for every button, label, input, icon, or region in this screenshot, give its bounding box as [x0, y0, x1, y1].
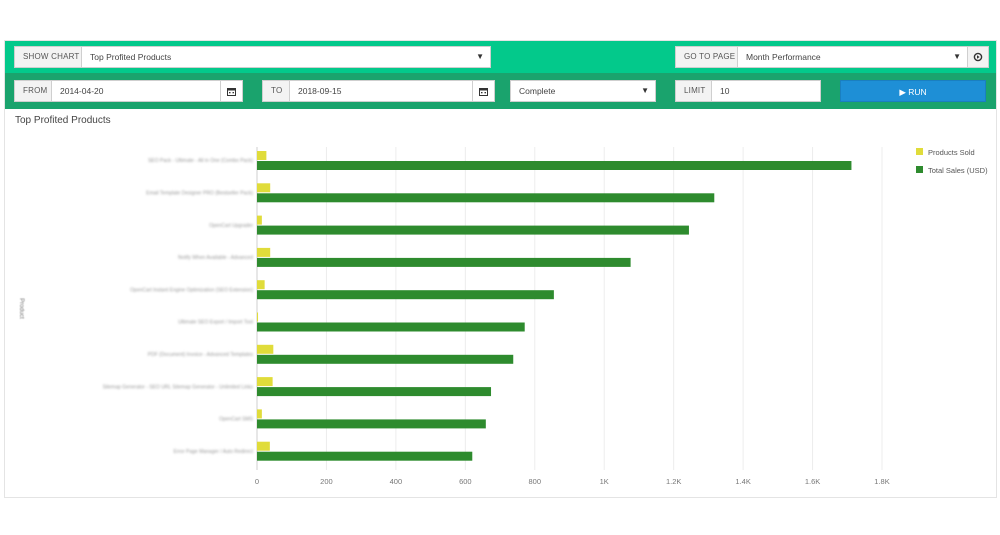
x-tick-label: 800	[529, 477, 542, 486]
category-label: PDF (Document) Invoice - Advanced Templa…	[148, 352, 254, 358]
category-label: OpenCart SMS	[219, 417, 254, 423]
bar-products-sold	[257, 215, 262, 225]
bar-products-sold	[257, 312, 259, 322]
category-label: Ultimate SEO Export / Import Tool	[178, 320, 253, 326]
chart-title: Top Profited Products	[15, 115, 111, 126]
legend-label: Total Sales (USD)	[928, 166, 988, 175]
chart-select-value: Top Profited Products	[90, 52, 172, 62]
status-select[interactable]: Complete ▼	[510, 80, 656, 102]
x-tick-label: 1K	[600, 477, 609, 486]
category-label: Notify When Available - Advanced	[178, 255, 253, 261]
bar-total-sales	[257, 225, 689, 235]
chart-select[interactable]: Top Profited Products ▼	[81, 46, 491, 68]
bar-products-sold	[257, 247, 271, 257]
run-button[interactable]: ▶ RUN	[840, 80, 986, 102]
bar-total-sales	[257, 193, 715, 203]
bar-products-sold	[257, 344, 274, 354]
bar-products-sold	[257, 377, 273, 387]
bar-total-sales	[257, 354, 514, 364]
category-label: OpenCart Instant Engine Optimization (SE…	[130, 287, 253, 293]
bar-total-sales	[257, 290, 554, 300]
category-label: Email Template Designer PRO (Bestseller …	[146, 190, 253, 196]
header-top-bar: SHOW CHART Top Profited Products ▼ GO TO…	[5, 41, 996, 73]
page-select[interactable]: Month Performance ▼	[737, 46, 968, 68]
bar-total-sales	[257, 161, 852, 170]
from-date-input[interactable]: 2014-04-20	[51, 80, 243, 102]
to-date-input[interactable]: 2018-09-15	[289, 80, 495, 102]
x-tick-label: 200	[320, 477, 333, 486]
bar-products-sold	[257, 409, 262, 419]
page-select-value: Month Performance	[746, 52, 821, 62]
x-tick-label: 600	[459, 477, 472, 486]
chevron-down-icon: ▼	[953, 52, 961, 61]
y-axis-title: Product	[18, 298, 24, 319]
category-label: OpenCart Upgrader	[209, 223, 253, 229]
report-panel: SHOW CHART Top Profited Products ▼ GO TO…	[4, 40, 997, 498]
x-tick-label: 1.2K	[666, 477, 681, 486]
bar-total-sales	[257, 387, 492, 397]
bar-total-sales	[257, 257, 631, 267]
x-tick-label: 1.8K	[874, 477, 889, 486]
arrow-circle-icon	[973, 52, 983, 62]
bar-products-sold	[257, 151, 267, 160]
header-filter-bar: FROM 2014-04-20 TO 2018-09-15 Complete ▼…	[5, 73, 996, 109]
legend-label: Products Sold	[928, 148, 975, 157]
x-tick-label: 0	[255, 477, 259, 486]
bar-total-sales	[257, 451, 473, 461]
status-select-value: Complete	[519, 86, 556, 96]
bar-total-sales	[257, 322, 525, 332]
x-tick-label: 400	[390, 477, 403, 486]
category-label: Sitemap Generator - SEO URL Sitemap Gene…	[103, 384, 254, 390]
to-date-value: 2018-09-15	[298, 86, 342, 96]
bar-products-sold	[257, 183, 271, 193]
calendar-icon[interactable]	[220, 81, 242, 101]
category-label: Error Page Manager / Auto Redirect	[174, 449, 254, 455]
bar-products-sold	[257, 280, 265, 290]
calendar-icon[interactable]	[472, 81, 494, 101]
from-date-value: 2014-04-20	[60, 86, 104, 96]
x-tick-label: 1.6K	[805, 477, 820, 486]
x-tick-label: 1.4K	[735, 477, 750, 486]
bar-total-sales	[257, 419, 486, 429]
show-chart-label[interactable]: SHOW CHART	[14, 46, 89, 68]
legend-swatch-products-sold	[916, 148, 923, 155]
bar-products-sold	[257, 441, 270, 451]
limit-input[interactable]: 10	[711, 80, 821, 102]
legend-swatch-total-sales	[916, 166, 923, 173]
chevron-down-icon: ▼	[476, 52, 484, 61]
from-label: FROM	[14, 80, 57, 102]
chevron-down-icon: ▼	[641, 86, 649, 95]
category-label: SEO Pack - Ultimate - All in One (Combo …	[148, 158, 253, 164]
go-button[interactable]	[967, 46, 989, 68]
